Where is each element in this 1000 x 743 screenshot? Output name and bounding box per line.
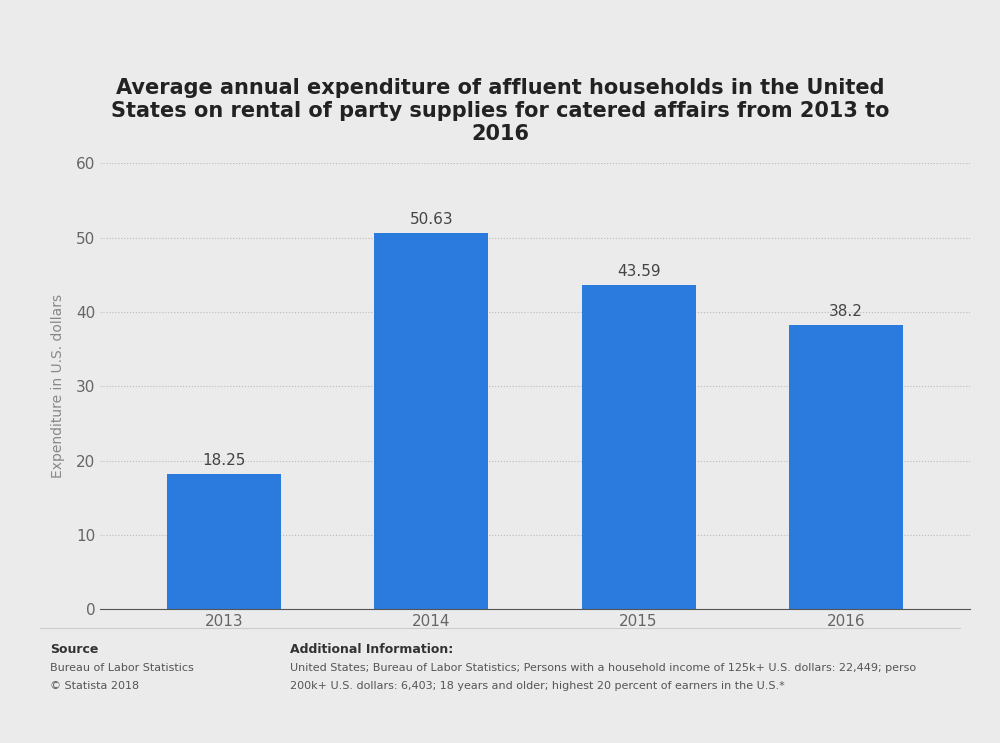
Text: 38.2: 38.2 xyxy=(829,305,863,319)
Bar xyxy=(167,474,281,609)
Text: Average annual expenditure of affluent households in the United
States on rental: Average annual expenditure of affluent h… xyxy=(111,78,889,144)
Bar xyxy=(374,233,488,609)
Text: 200k+ U.S. dollars: 6,403; 18 years and older; highest 20 percent of earners in : 200k+ U.S. dollars: 6,403; 18 years and … xyxy=(290,681,785,691)
Text: 50.63: 50.63 xyxy=(410,212,453,227)
Text: © Statista 2018: © Statista 2018 xyxy=(50,681,139,691)
Text: 43.59: 43.59 xyxy=(617,265,660,279)
Text: 18.25: 18.25 xyxy=(203,452,246,468)
Text: Bureau of Labor Statistics: Bureau of Labor Statistics xyxy=(50,663,194,672)
Text: United States; Bureau of Labor Statistics; Persons with a household income of 12: United States; Bureau of Labor Statistic… xyxy=(290,663,916,672)
Text: Additional Information:: Additional Information: xyxy=(290,643,453,655)
Y-axis label: Expenditure in U.S. dollars: Expenditure in U.S. dollars xyxy=(51,294,65,478)
Bar xyxy=(789,325,903,609)
Bar xyxy=(582,285,696,609)
Text: Source: Source xyxy=(50,643,98,655)
